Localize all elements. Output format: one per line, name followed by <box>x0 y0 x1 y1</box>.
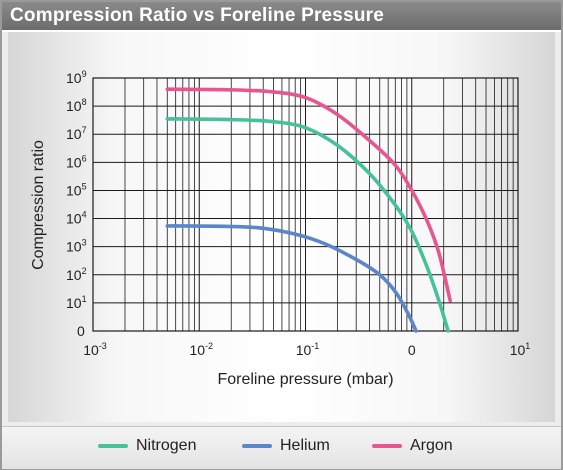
y-tick-label: 0 <box>77 323 85 339</box>
series-line-nitrogen <box>165 117 450 333</box>
y-tick-label: 102 <box>66 266 87 283</box>
y-tick-label: 104 <box>66 210 87 227</box>
x-axis-label: Foreline pressure (mbar) <box>217 371 393 388</box>
x-tick-label: 10-2 <box>189 341 213 358</box>
legend-swatch-helium <box>242 444 272 448</box>
y-tick-label: 101 <box>66 294 87 311</box>
y-tick-label: 105 <box>66 181 87 198</box>
y-tick-label: 106 <box>66 153 87 170</box>
legend-label-nitrogen: Nitrogen <box>136 437 197 454</box>
chart-title: Compression Ratio vs Foreline Pressure <box>10 5 384 26</box>
plot-frame <box>92 77 519 332</box>
plot-background <box>8 32 555 422</box>
y-tick-label: 109 <box>66 69 87 86</box>
x-tick-label: 0 <box>408 342 416 358</box>
y-tick-label: 108 <box>66 97 87 114</box>
title-bar: Compression Ratio vs Foreline Pressure <box>2 2 561 32</box>
legend-swatch-argon <box>372 444 402 448</box>
series-line-argon <box>165 87 452 303</box>
series-line-helium <box>165 224 418 333</box>
legend-label-argon: Argon <box>410 437 453 454</box>
legend <box>2 426 561 469</box>
y-axis-label: Compression ratio <box>30 140 47 270</box>
y-tick-label: 103 <box>66 238 87 255</box>
legend-label-helium: Helium <box>280 437 330 454</box>
y-tick-label: 107 <box>66 125 87 142</box>
x-tick-label: 10-1 <box>296 341 320 358</box>
legend-swatch-nitrogen <box>98 444 128 448</box>
x-tick-label: 101 <box>510 341 531 358</box>
x-tick-label: 10-3 <box>83 341 107 358</box>
